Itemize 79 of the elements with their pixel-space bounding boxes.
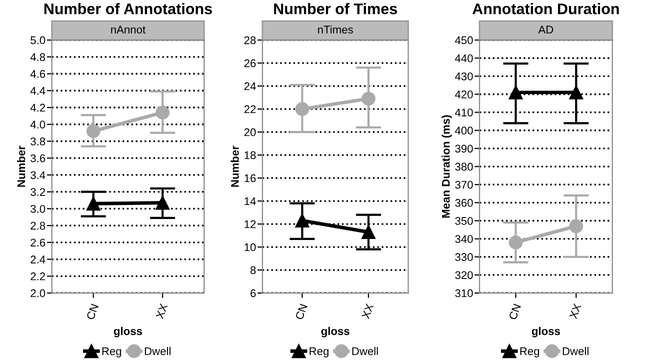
y-tick-label: 26 [244, 59, 256, 68]
y-tick-label: 310 [455, 289, 473, 298]
y-tick-label: 20 [244, 128, 256, 136]
y-tick-label: 320 [455, 271, 473, 280]
chart-title: Number of Annotations [44, 3, 212, 14]
x-tick-label: CN [508, 304, 521, 320]
point [295, 102, 310, 116]
y-tick-label: 2.8 [30, 222, 46, 230]
y-tick-label: 4.8 [30, 53, 46, 62]
y-tick-label: 330 [455, 253, 473, 262]
y-tick-label: 28 [244, 36, 256, 44]
y-tick-label: 14 [244, 197, 256, 206]
x-tick-label: CN [86, 304, 99, 320]
chart-subtitle: AD [538, 26, 554, 34]
y-tick-label: 3.8 [30, 138, 46, 146]
x-tick-label: XX [156, 303, 168, 320]
y-tick-label: 430 [454, 72, 473, 80]
x-axis-title: gloss [321, 326, 350, 338]
y-tick-label: 3.6 [30, 154, 46, 162]
y-tick-label: 3.0 [30, 204, 46, 213]
point [362, 92, 376, 106]
y-axis-title: Number [230, 146, 239, 187]
chart-title: Annotation Duration [472, 3, 619, 14]
point [156, 196, 170, 210]
y-tick-label: 12 [244, 220, 256, 228]
y-tick-label: 24 [244, 82, 256, 90]
y-tick-label: 370 [455, 180, 473, 189]
y-tick-label: 22 [244, 105, 256, 114]
x-axis-title: gloss [114, 326, 142, 338]
y-tick-label: 8 [250, 266, 256, 274]
y-tick-label: 4.4 [30, 87, 46, 95]
y-tick-label: 390 [455, 144, 473, 153]
y-tick-label: 2.0 [30, 289, 46, 298]
chart-subtitle: nAnnot [111, 26, 146, 34]
point [508, 86, 523, 100]
y-tick-label: 3.4 [30, 171, 46, 180]
point [295, 214, 310, 228]
y-tick-label: 10 [244, 243, 256, 252]
y-tick-label: 16 [244, 174, 256, 182]
y-tick-label: 3.2 [30, 188, 46, 196]
y-tick-label: 380 [455, 162, 473, 171]
y-tick-label: 450 [454, 36, 473, 44]
x-tick-label: XX [362, 303, 374, 320]
y-tick-label: 4.2 [30, 104, 46, 112]
legend-label: Dwell [562, 346, 588, 356]
y-tick-label: 5.0 [30, 36, 46, 44]
chart-subtitle: nTimes [318, 25, 353, 34]
y-tick-label: 400 [454, 126, 473, 135]
x-axis-title: gloss [532, 326, 560, 338]
x-tick-label: XX [569, 303, 582, 320]
y-tick-label: 410 [454, 108, 473, 116]
point [362, 225, 376, 240]
y-tick-label: 18 [244, 151, 256, 160]
legend-label: Reg [102, 347, 122, 358]
y-tick-label: 440 [454, 54, 473, 62]
y-tick-label: 4.0 [30, 120, 46, 128]
y-tick-label: 360 [455, 198, 473, 207]
point [86, 196, 100, 211]
y-tick-label: 2.6 [30, 238, 46, 247]
point [569, 86, 584, 100]
point [86, 124, 100, 138]
y-axis-title: Number [17, 146, 26, 187]
chart-title: Number of Times [274, 3, 397, 14]
legend-label: Reg [520, 347, 540, 358]
point [569, 219, 584, 234]
y-tick-label: 2.4 [30, 256, 46, 264]
y-tick-label: 340 [455, 235, 473, 243]
legend-label: Reg [310, 347, 328, 358]
y-tick-label: 420 [454, 90, 473, 98]
point [156, 106, 170, 120]
point [508, 235, 523, 250]
legend-label: Dwell [144, 346, 170, 356]
y-tick-label: 2.2 [30, 272, 46, 280]
legend-label: Dwell [352, 346, 378, 356]
x-tick-label: CN [295, 304, 308, 320]
y-tick-label: 6 [250, 289, 256, 298]
y-tick-label: 350 [455, 217, 473, 225]
y-axis-title: Mean Duration (ms) [442, 115, 452, 218]
y-tick-label: 4.6 [30, 70, 46, 78]
